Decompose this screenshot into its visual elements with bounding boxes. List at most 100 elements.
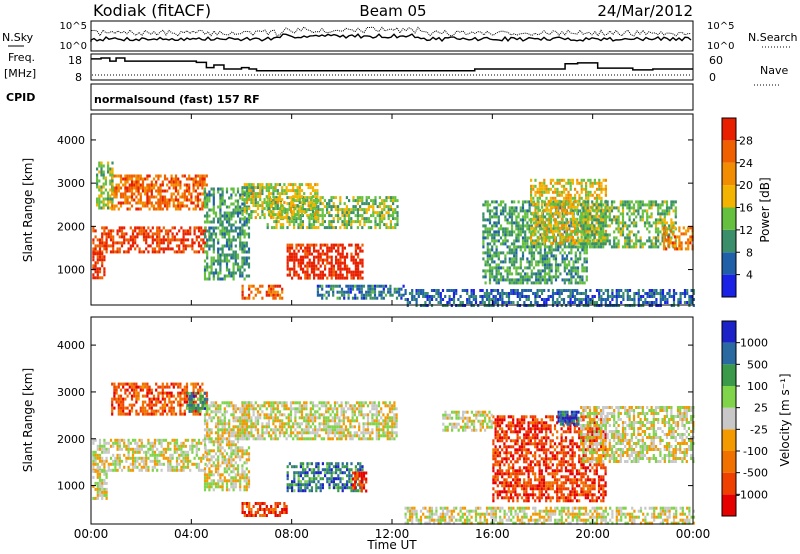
- scatter-cell: [259, 216, 262, 220]
- scatter-cell: [259, 290, 262, 294]
- scatter-cell: [221, 226, 224, 230]
- scatter-cell: [338, 296, 341, 300]
- scatter-cell: [525, 295, 528, 298]
- scatter-cell: [114, 441, 117, 445]
- scatter-cell: [370, 220, 373, 224]
- scatter-cell: [173, 226, 176, 230]
- scatter-cell: [597, 203, 600, 207]
- scatter-cell: [252, 183, 255, 187]
- scatter-cell: [528, 209, 531, 213]
- scatter-cell: [574, 266, 577, 270]
- scatter-cell: [339, 226, 342, 230]
- scatter-cell: [585, 193, 588, 197]
- scatter-cell: [561, 200, 564, 204]
- scatter-cell: [308, 196, 311, 200]
- scatter-cell: [158, 235, 161, 239]
- scatter-cell: [632, 242, 636, 246]
- scatter-cell: [513, 263, 516, 267]
- scatter-cell: [307, 201, 310, 205]
- scatter-cell: [172, 186, 175, 190]
- scatter-cell: [648, 292, 651, 295]
- scatter-cell: [554, 292, 557, 295]
- scatter-cell: [312, 217, 315, 221]
- scatter-cell: [343, 290, 346, 294]
- scatter-cell: [354, 267, 357, 271]
- scatter-cell: [173, 438, 176, 442]
- scatter-cell: [328, 270, 331, 274]
- scatter-cell: [96, 453, 99, 457]
- scatter-cell: [367, 196, 370, 200]
- scatter-cell: [245, 211, 248, 215]
- scatter-cell: [688, 295, 691, 298]
- scatter-cell: [490, 289, 493, 292]
- scatter-cell: [126, 186, 129, 190]
- scatter-cell: [639, 298, 643, 301]
- scatter-cell: [155, 189, 158, 193]
- scatter-cell: [499, 203, 503, 207]
- scatter-cell: [508, 248, 511, 252]
- scatter-cell: [541, 278, 544, 282]
- scatter-cell: [145, 453, 148, 457]
- scatter-cell: [292, 186, 295, 190]
- scatter-cell: [435, 298, 438, 301]
- scatter-cell: [630, 200, 633, 204]
- scatter-cell: [668, 227, 671, 231]
- scatter-cell: [277, 220, 280, 224]
- scatter-cell: [279, 202, 282, 206]
- scatter-cell: [515, 233, 518, 237]
- scatter-cell: [580, 238, 583, 242]
- scatter-cell: [568, 260, 571, 264]
- scatter-cell: [202, 456, 205, 460]
- scatter-cell: [188, 186, 191, 190]
- scatter-cell: [173, 444, 176, 448]
- scatter-cell: [118, 444, 121, 448]
- scatter-cell: [261, 201, 264, 205]
- scatter-cell: [589, 229, 592, 233]
- scatter-cell: [105, 232, 108, 236]
- scatter-cell: [324, 243, 327, 247]
- scatter-cell: [230, 247, 233, 251]
- scatter-cell: [164, 238, 168, 242]
- scatter-cell: [339, 243, 342, 247]
- scatter-cell: [580, 232, 583, 236]
- scatter-cell: [595, 289, 599, 292]
- scatter-cell: [158, 462, 161, 466]
- scatter-cell: [495, 221, 498, 225]
- scatter-cell: [486, 257, 489, 261]
- scatter-cell: [162, 447, 165, 451]
- scatter-cell: [576, 239, 580, 243]
- scatter-cell: [541, 260, 544, 264]
- scatter-cell: [153, 238, 157, 242]
- noise-left-tick-top: 10^5: [60, 21, 87, 32]
- scatter-cell: [212, 226, 215, 230]
- scatter-cell: [123, 453, 126, 457]
- scatter-cell: [517, 224, 520, 228]
- scatter-cell: [488, 269, 492, 273]
- scatter-cell: [549, 205, 552, 209]
- scatter-cell: [502, 251, 505, 255]
- scatter-cell: [515, 257, 518, 261]
- scatter-cell: [382, 290, 385, 294]
- scatter-cell: [140, 465, 143, 469]
- scatter-cell: [635, 209, 638, 213]
- scatter-cell: [537, 209, 540, 213]
- scatter-cell: [494, 301, 497, 304]
- scatter-cell: [147, 250, 150, 254]
- scatter-cell: [381, 214, 384, 218]
- scatter-cell: [130, 180, 134, 184]
- scatter-cell: [179, 186, 182, 190]
- scatter-cell: [665, 221, 669, 225]
- scatter-cell: [659, 298, 662, 301]
- scatter-cell: [178, 444, 181, 448]
- scatter-cell: [157, 201, 160, 205]
- scatter-cell: [241, 217, 244, 221]
- scatter-cell: [630, 212, 633, 216]
- scatter-cell: [367, 220, 370, 224]
- scatter-cell: [534, 229, 537, 233]
- scatter-cell: [217, 187, 220, 191]
- scatter-cell: [248, 192, 251, 196]
- scatter-cell: [250, 195, 253, 199]
- scatter-cell: [661, 289, 665, 292]
- scatter-cell: [563, 251, 566, 255]
- scatter-cell: [206, 238, 209, 242]
